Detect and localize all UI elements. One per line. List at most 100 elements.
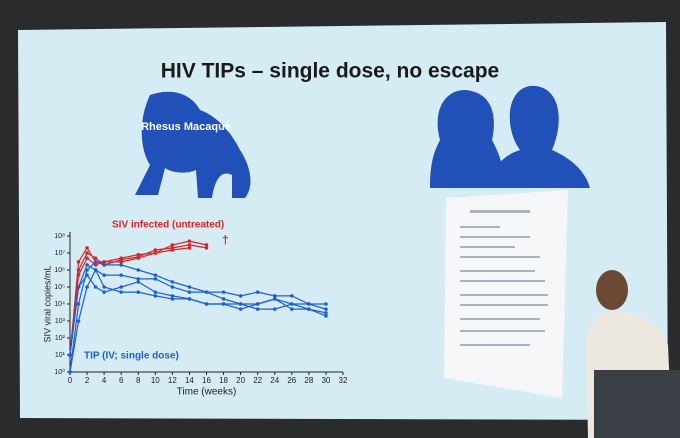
x-tick-label: 4: [102, 376, 107, 385]
slide-title: HIV TIPs – single dose, no escape: [161, 60, 499, 83]
data-point: [170, 243, 175, 247]
data-point: [153, 248, 158, 252]
x-tick-label: 32: [339, 376, 348, 385]
series-line: [69, 268, 327, 373]
data-point: [85, 263, 89, 267]
series-line: [69, 247, 190, 356]
data-point: [238, 294, 243, 298]
document-lines: [460, 210, 548, 346]
data-point: [85, 273, 89, 277]
data-point: [290, 294, 294, 298]
x-tick-label: 20: [236, 376, 245, 385]
data-point: [153, 251, 158, 255]
x-tick-label: 16: [202, 376, 211, 385]
data-point: [102, 290, 106, 294]
data-point: [76, 319, 81, 323]
x-tick-label: 26: [287, 376, 296, 385]
data-point: [153, 290, 158, 294]
data-point: [93, 256, 98, 260]
data-point: [119, 290, 123, 294]
x-tick-label: 8: [136, 376, 141, 385]
data-point: [85, 268, 89, 272]
data-point: [324, 307, 328, 311]
data-point: [119, 260, 123, 264]
data-point: [204, 243, 209, 247]
y-tick-label: 10⁵: [54, 284, 65, 291]
data-point: [76, 273, 81, 277]
data-point: [204, 290, 209, 294]
data-point: [187, 243, 192, 247]
x-tick-label: 30: [321, 376, 330, 385]
data-point: [102, 260, 106, 264]
data-point: [204, 302, 209, 306]
data-point: [93, 268, 98, 272]
data-point: [170, 297, 175, 301]
data-point: [187, 246, 192, 250]
data-point: [119, 263, 123, 267]
x-tick-label: 22: [253, 376, 262, 385]
annotation: SIV infected (untreated): [112, 220, 224, 231]
data-point: [119, 273, 123, 277]
data-point: [93, 263, 98, 267]
data-point: [136, 277, 141, 281]
data-point: [255, 307, 260, 311]
data-point: [170, 248, 175, 252]
data-point: [85, 251, 89, 255]
x-tick-label: 10: [151, 376, 160, 385]
data-point: [102, 285, 106, 289]
data-point: [85, 256, 89, 260]
data-point: [170, 294, 175, 298]
presenter: [586, 270, 680, 438]
data-point: [238, 307, 243, 311]
series-line: [69, 261, 327, 373]
data-point: [238, 302, 243, 306]
data-point: [324, 314, 328, 318]
monkey-label: Rhesus Macaque: [141, 121, 231, 133]
y-tick-label: 10⁸: [54, 233, 65, 240]
data-point: [324, 302, 328, 306]
data-point: [290, 307, 294, 311]
data-point: [136, 256, 141, 260]
data-point: [307, 302, 311, 306]
data-point: [102, 263, 106, 267]
data-point: [255, 302, 260, 306]
data-point: [93, 285, 98, 289]
data-point: [324, 311, 328, 315]
x-tick-label: 0: [68, 376, 73, 385]
x-tick-label: 2: [85, 376, 90, 385]
data-point: [290, 302, 294, 306]
data-point: [170, 280, 175, 284]
data-point: [187, 290, 192, 294]
y-tick-label: 10¹: [55, 352, 66, 359]
data-point: [76, 302, 81, 306]
data-point: [68, 353, 72, 357]
data-point: [85, 246, 89, 250]
y-tick-label: 10⁷: [55, 250, 66, 257]
y-tick-label: 10²: [55, 335, 66, 342]
data-point: [272, 307, 277, 311]
annotation: TIP (IV; single dose): [84, 351, 179, 362]
annotation: †: [222, 233, 229, 247]
data-point: [153, 294, 158, 298]
data-point: [93, 260, 98, 264]
data-point: [255, 290, 260, 294]
data-point: [102, 273, 106, 277]
data-point: [136, 280, 141, 284]
data-point: [187, 285, 192, 289]
data-point: [307, 307, 311, 311]
data-point: [136, 290, 141, 294]
data-point: [136, 268, 141, 272]
x-tick-label: 18: [219, 376, 228, 385]
data-point: [187, 297, 192, 301]
monkey-silhouette: [135, 91, 251, 198]
y-axis-label: SIV viral copies/mL: [42, 265, 52, 342]
data-point: [119, 285, 123, 289]
data-point: [204, 246, 209, 250]
data-point: [76, 268, 81, 272]
data-point: [153, 277, 158, 281]
data-point: [187, 239, 192, 243]
series-line: [69, 274, 327, 356]
y-tick-label: 10⁴: [54, 301, 65, 308]
